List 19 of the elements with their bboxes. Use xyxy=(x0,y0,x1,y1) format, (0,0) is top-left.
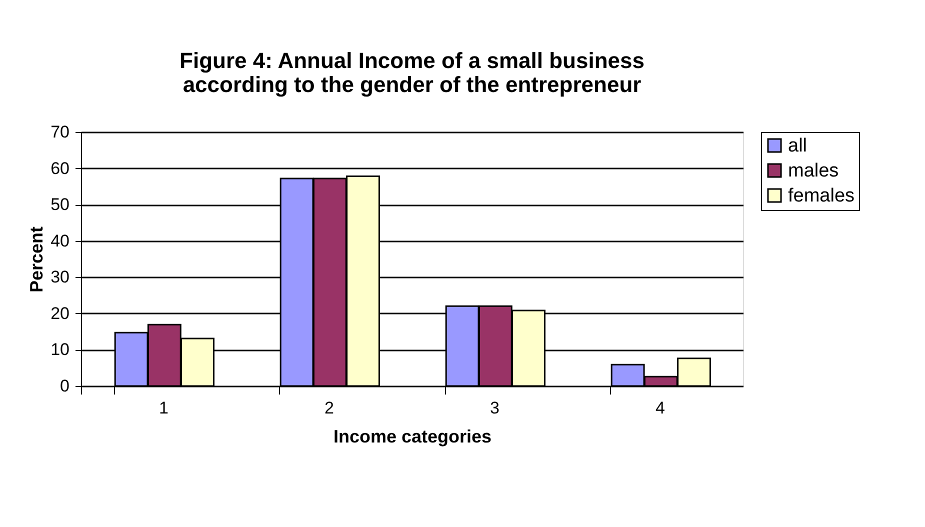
y-tick-label: 10 xyxy=(50,340,70,360)
x-tick-label: 4 xyxy=(656,398,665,418)
x-axis-title: Income categories xyxy=(333,426,492,446)
y-tick-label: 50 xyxy=(50,195,70,214)
y-tick-label: 0 xyxy=(60,376,70,396)
text: Figure 4: Annual Income of a small business xyxy=(180,48,644,73)
legend-label: females xyxy=(788,186,855,206)
y-tick-label: 30 xyxy=(50,268,70,287)
y-tick-label: 20 xyxy=(50,304,70,323)
text: according to the gender of the entrepreneur xyxy=(182,72,642,97)
x-tick-label: 2 xyxy=(324,398,334,418)
legend-label: males xyxy=(788,160,839,182)
x-tick-label: 3 xyxy=(490,398,500,418)
y-tick-label: 60 xyxy=(50,158,70,178)
y-tick-label: 70 xyxy=(50,122,70,142)
y-axis-title: Percent xyxy=(26,226,47,293)
x-tick-label: 1 xyxy=(159,398,168,418)
legend-label: all xyxy=(788,136,808,156)
y-tick-label: 40 xyxy=(50,231,70,250)
